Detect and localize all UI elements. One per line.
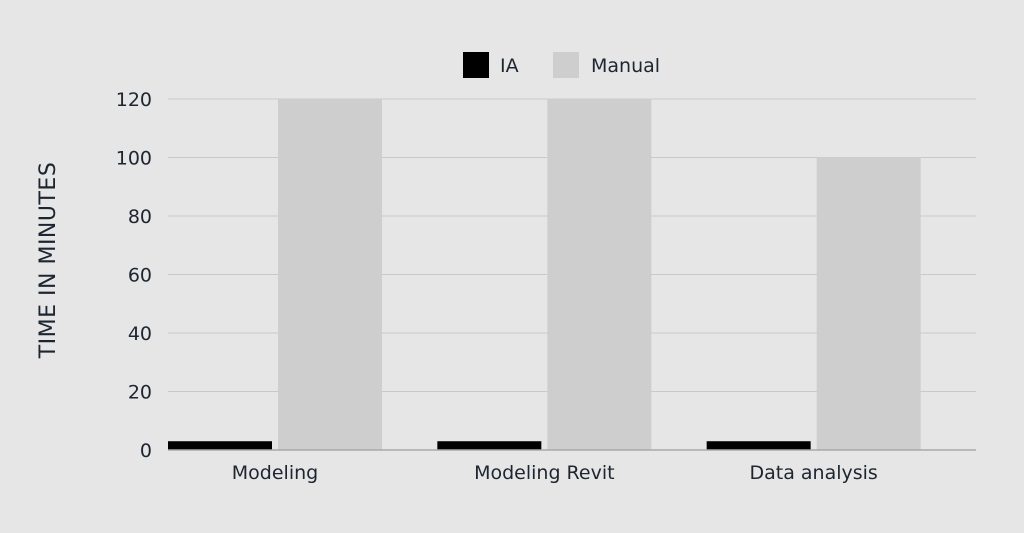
y-tick-label: 20: [128, 382, 152, 404]
x-category-label: Modeling: [232, 462, 318, 484]
y-tick-label: 80: [128, 206, 152, 228]
legend-label-manual: Manual: [591, 55, 660, 77]
y-tick-label: 40: [128, 323, 152, 345]
x-category-label: Data analysis: [749, 462, 877, 484]
legend: IA Manual: [463, 52, 660, 78]
x-category-label: Modeling Revit: [474, 462, 614, 484]
y-tick-label: 60: [128, 265, 152, 287]
bar-manual-modeling-revit: [547, 99, 652, 450]
axes: 0 20 40 60 80 100 120 Modeling Modeling Revit Dat…: [116, 89, 976, 484]
y-tick-label: 0: [140, 440, 152, 462]
bar-manual-modeling: [278, 99, 382, 450]
bar-ia-modeling-revit: [437, 441, 542, 450]
bar-ia-data-analysis: [706, 441, 811, 450]
bar-ia-modeling: [168, 441, 272, 450]
y-axis-title: TIME IN MINUTES: [36, 162, 61, 360]
legend-swatch-manual: [553, 52, 579, 78]
bars: [168, 99, 921, 450]
bar-manual-data-analysis: [816, 157, 921, 450]
y-tick-label: 100: [116, 148, 152, 170]
legend-swatch-ia: [463, 52, 489, 78]
y-tick-label: 120: [116, 89, 152, 111]
legend-label-ia: IA: [500, 55, 519, 77]
